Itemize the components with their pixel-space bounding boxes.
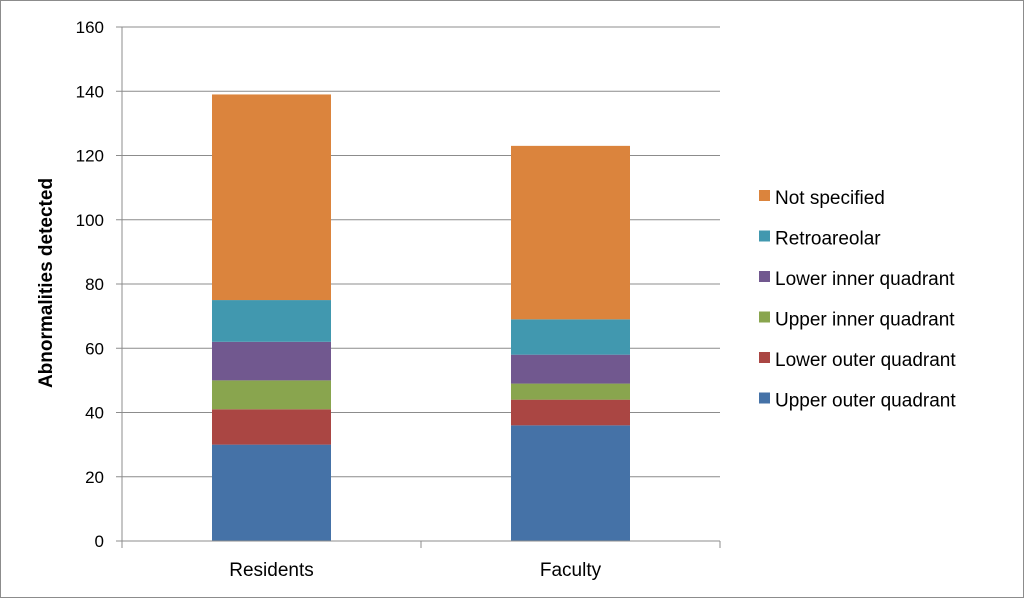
x-tick-label: Faculty: [540, 560, 602, 581]
bar-segment-faculty-lower-inner-quadrant: [511, 354, 630, 384]
y-tick-label: 80: [85, 275, 104, 294]
bar-segment-residents-upper-outer-quadrant: [212, 444, 331, 541]
legend-swatch-upper-inner-quadrant: [759, 311, 770, 323]
bars: [212, 94, 630, 541]
legend: Not specified Retroareolar Lower inner qua…: [759, 188, 956, 412]
bar-segment-faculty-upper-outer-quadrant: [511, 425, 630, 541]
bar-segment-faculty-upper-inner-quadrant: [511, 383, 630, 400]
y-tick-label: 140: [76, 82, 104, 101]
legend-swatch-not-specified: [759, 190, 770, 201]
legend-swatch-lower-outer-quadrant: [759, 352, 770, 363]
gridlines: [122, 26, 720, 478]
legend-label-lower-outer-quadrant: Lower outer quadrant: [775, 350, 956, 371]
y-tick-label: 40: [85, 404, 104, 423]
bar-segment-residents-not-specified: [212, 94, 331, 301]
x-tick-label: Residents: [229, 560, 314, 581]
bar-segment-faculty-lower-outer-quadrant: [511, 399, 630, 426]
legend-label-upper-inner-quadrant: Upper inner quadrant: [775, 310, 955, 331]
legend-swatch-upper-outer-quadrant: [759, 392, 770, 404]
y-axis-title: Abnormalities detected: [36, 178, 57, 388]
y-tick-label: 0: [95, 532, 104, 551]
y-tick-label: 60: [85, 339, 104, 358]
legend-label-retroareolar: Retroareolar: [775, 229, 881, 250]
legend-label-lower-inner-quadrant: Lower inner quadrant: [775, 269, 955, 290]
legend-swatch-lower-inner-quadrant: [759, 271, 770, 282]
y-tick-label: 160: [76, 18, 104, 37]
bar-segment-residents-retroareolar: [212, 300, 331, 342]
axes: 0 20 40 60 80 100 120 140 160 Residents Faculty: [76, 18, 721, 581]
bar-segment-faculty-not-specified: [511, 145, 630, 320]
legend-label-upper-outer-quadrant: Upper outer quadrant: [775, 391, 956, 412]
bar-segment-faculty-retroareolar: [511, 319, 630, 355]
bar-segment-residents-lower-outer-quadrant: [212, 409, 331, 445]
y-tick-label: 100: [76, 211, 104, 230]
bar-segment-residents-lower-inner-quadrant: [212, 341, 331, 381]
legend-swatch-retroareolar: [759, 230, 770, 242]
legend-label-not-specified: Not specified: [775, 188, 885, 209]
bar-segment-residents-upper-inner-quadrant: [212, 380, 331, 410]
y-tick-label: 120: [76, 147, 104, 166]
y-tick-label: 20: [85, 468, 104, 487]
